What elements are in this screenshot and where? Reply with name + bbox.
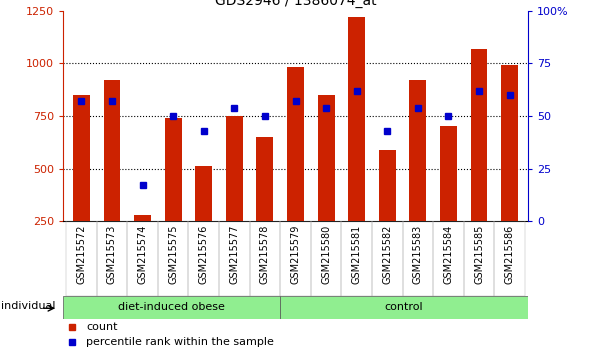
Text: GSM215577: GSM215577 xyxy=(229,225,239,285)
Bar xyxy=(317,95,335,221)
Title: GDS2946 / 1386074_at: GDS2946 / 1386074_at xyxy=(215,0,376,8)
Text: count: count xyxy=(86,321,118,332)
Bar xyxy=(348,17,365,221)
Text: GSM215586: GSM215586 xyxy=(505,225,515,284)
Bar xyxy=(196,166,212,221)
Bar xyxy=(470,48,487,221)
Bar xyxy=(409,80,426,221)
Bar xyxy=(104,80,121,221)
Text: GSM215573: GSM215573 xyxy=(107,225,117,284)
Text: GSM215584: GSM215584 xyxy=(443,225,454,284)
Text: GSM215583: GSM215583 xyxy=(413,225,423,284)
Text: GSM215582: GSM215582 xyxy=(382,225,392,284)
Bar xyxy=(440,126,457,221)
FancyBboxPatch shape xyxy=(280,296,528,319)
Text: control: control xyxy=(385,302,424,312)
Bar xyxy=(134,215,151,221)
Bar xyxy=(226,116,243,221)
Text: GSM215576: GSM215576 xyxy=(199,225,209,284)
Text: GSM215580: GSM215580 xyxy=(321,225,331,284)
Text: GSM215574: GSM215574 xyxy=(137,225,148,284)
Text: GSM215572: GSM215572 xyxy=(76,225,86,285)
Bar xyxy=(165,118,182,221)
Text: percentile rank within the sample: percentile rank within the sample xyxy=(86,337,274,348)
Bar xyxy=(73,95,90,221)
Text: GSM215578: GSM215578 xyxy=(260,225,270,284)
Text: GSM215579: GSM215579 xyxy=(290,225,301,284)
FancyBboxPatch shape xyxy=(63,296,280,319)
Bar xyxy=(379,150,395,221)
Bar xyxy=(287,68,304,221)
Bar xyxy=(501,65,518,221)
Text: GSM215581: GSM215581 xyxy=(352,225,362,284)
Text: GSM215585: GSM215585 xyxy=(474,225,484,284)
Text: GSM215575: GSM215575 xyxy=(168,225,178,285)
Text: diet-induced obese: diet-induced obese xyxy=(118,302,225,312)
Bar xyxy=(256,137,274,221)
Text: individual: individual xyxy=(1,301,56,311)
